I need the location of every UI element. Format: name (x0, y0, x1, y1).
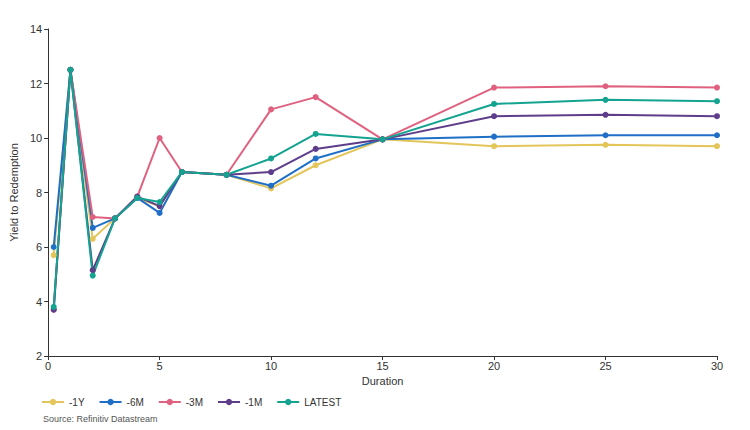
svg-text:6: 6 (36, 241, 42, 253)
svg-text:Source: Refinitiv Datastream: Source: Refinitiv Datastream (43, 414, 158, 424)
svg-text:LATEST: LATEST (304, 397, 341, 408)
svg-text:-1Y: -1Y (69, 397, 85, 408)
svg-text:-3M: -3M (186, 397, 203, 408)
svg-text:Duration: Duration (362, 375, 404, 387)
svg-text:0: 0 (45, 360, 51, 372)
svg-text:10: 10 (30, 132, 42, 144)
svg-text:30: 30 (711, 360, 723, 372)
svg-text:15: 15 (376, 360, 388, 372)
svg-text:-6M: -6M (127, 397, 144, 408)
svg-text:14: 14 (30, 23, 42, 35)
svg-text:-1M: -1M (245, 397, 262, 408)
svg-text:4: 4 (36, 296, 42, 308)
svg-text:12: 12 (30, 78, 42, 90)
svg-text:10: 10 (265, 360, 277, 372)
svg-text:25: 25 (599, 360, 611, 372)
svg-text:Yield to Redemption: Yield to Redemption (8, 143, 20, 242)
svg-text:5: 5 (157, 360, 163, 372)
svg-text:8: 8 (36, 187, 42, 199)
svg-text:2: 2 (36, 350, 42, 362)
svg-text:20: 20 (488, 360, 500, 372)
